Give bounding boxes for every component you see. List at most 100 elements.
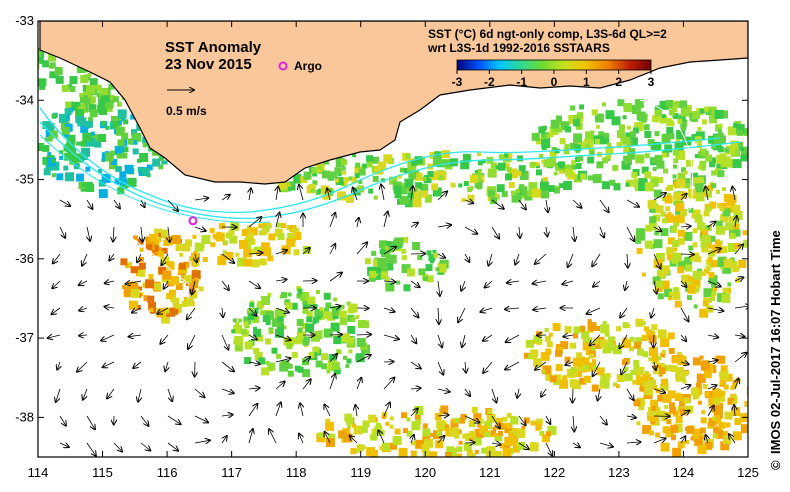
sst-cell: [47, 136, 53, 142]
sst-cell: [94, 84, 102, 92]
sst-cell: [284, 299, 291, 306]
current-vector-arrow: [411, 186, 413, 201]
sst-cell: [476, 184, 482, 190]
sst-cell: [642, 425, 652, 434]
sst-cell: [743, 239, 748, 248]
sst-cell: [463, 181, 469, 186]
sst-cell: [668, 133, 675, 140]
sst-cell: [662, 426, 670, 434]
current-vector-arrow: [140, 442, 150, 451]
sst-cell: [742, 230, 748, 236]
sst-cell: [625, 182, 630, 187]
sst-cell: [644, 153, 650, 159]
sst-cell: [163, 307, 170, 314]
current-vector-arrow: [437, 254, 445, 258]
current-vector-arrow: [167, 415, 181, 424]
current-vector-arrow: [168, 226, 170, 242]
sst-cell: [497, 162, 506, 171]
sst-cell: [558, 183, 564, 189]
current-vector-arrow: [275, 382, 285, 390]
current-vector-arrow: [573, 226, 575, 241]
sst-cell: [675, 373, 682, 380]
sst-cell: [677, 405, 684, 412]
current-vector-arrow: [458, 307, 466, 322]
sst-cell: [201, 235, 211, 244]
current-vector-arrow: [706, 435, 708, 444]
current-vector-arrow: [464, 388, 470, 396]
sst-cell: [49, 130, 58, 139]
sst-cell: [701, 410, 706, 415]
sst-cell: [488, 189, 495, 197]
sst-cell: [692, 111, 700, 120]
sst-cell: [239, 239, 248, 249]
sst-cell: [636, 231, 646, 241]
current-vector-arrow: [137, 253, 141, 262]
current-vector-arrow: [83, 388, 87, 400]
sst-cell: [250, 249, 256, 255]
sst-cell: [479, 425, 488, 435]
sst-cell: [282, 325, 287, 330]
sst-cell: [146, 164, 153, 171]
current-vector-arrow: [680, 194, 687, 201]
sst-cell: [662, 152, 668, 158]
sst-cell: [291, 228, 299, 235]
sst-cell: [335, 178, 339, 183]
sst-cell: [389, 424, 394, 429]
sst-cell: [401, 255, 407, 261]
sst-cell: [137, 167, 142, 172]
sst-cell: [286, 238, 296, 248]
sst-cell: [702, 384, 708, 389]
sst-cell: [554, 187, 560, 194]
sst-cell: [616, 130, 625, 139]
sst-cell: [592, 338, 599, 345]
sst-cell: [536, 164, 540, 169]
current-vector-arrow: [194, 440, 210, 443]
sst-cell: [132, 148, 139, 155]
sst-cell: [713, 415, 720, 422]
sst-cell: [600, 379, 610, 389]
sst-cell: [117, 109, 127, 119]
sst-cell: [667, 252, 676, 261]
sst-cell: [660, 265, 670, 275]
sst-cell: [676, 138, 681, 143]
sst-cell: [544, 335, 551, 342]
current-vector-arrow: [410, 409, 418, 417]
sst-cell: [422, 423, 428, 429]
sst-cell: [368, 188, 374, 194]
current-vector-arrow: [546, 199, 548, 212]
sst-cell: [424, 438, 434, 448]
sst-cell: [343, 181, 348, 186]
sst-cell: [178, 262, 186, 270]
sst-cell: [260, 310, 266, 316]
sst-cell: [119, 171, 127, 179]
sst-cell: [296, 285, 302, 291]
sst-cell: [225, 251, 234, 260]
sst-cell: [290, 302, 298, 310]
sst-cell: [141, 167, 150, 176]
sst-cell: [738, 260, 747, 268]
sst-cell: [580, 173, 587, 180]
sst-cell: [343, 433, 353, 443]
sst-cell: [399, 167, 405, 173]
sst-cell: [153, 283, 161, 291]
current-vector-arrow: [103, 361, 115, 367]
sst-cell: [695, 395, 700, 400]
sst-cell: [720, 265, 725, 270]
sst-cell: [690, 172, 698, 180]
sst-cell: [547, 158, 557, 167]
sst-cell: [256, 334, 264, 342]
sst-cell: [32, 64, 37, 69]
sst-cell: [590, 130, 595, 135]
sst-cell: [647, 407, 657, 417]
sst-cell: [651, 158, 657, 164]
sst-cell: [694, 154, 699, 159]
sst-cell: [692, 270, 702, 280]
sst-cell: [695, 288, 700, 293]
sst-cell: [170, 276, 179, 286]
sst-cell: [539, 181, 549, 191]
x-tick-label: 118: [286, 465, 307, 480]
sst-cell: [151, 244, 159, 252]
sst-cell: [699, 355, 704, 360]
sst-cell: [556, 115, 562, 122]
sst-cell: [531, 188, 541, 198]
